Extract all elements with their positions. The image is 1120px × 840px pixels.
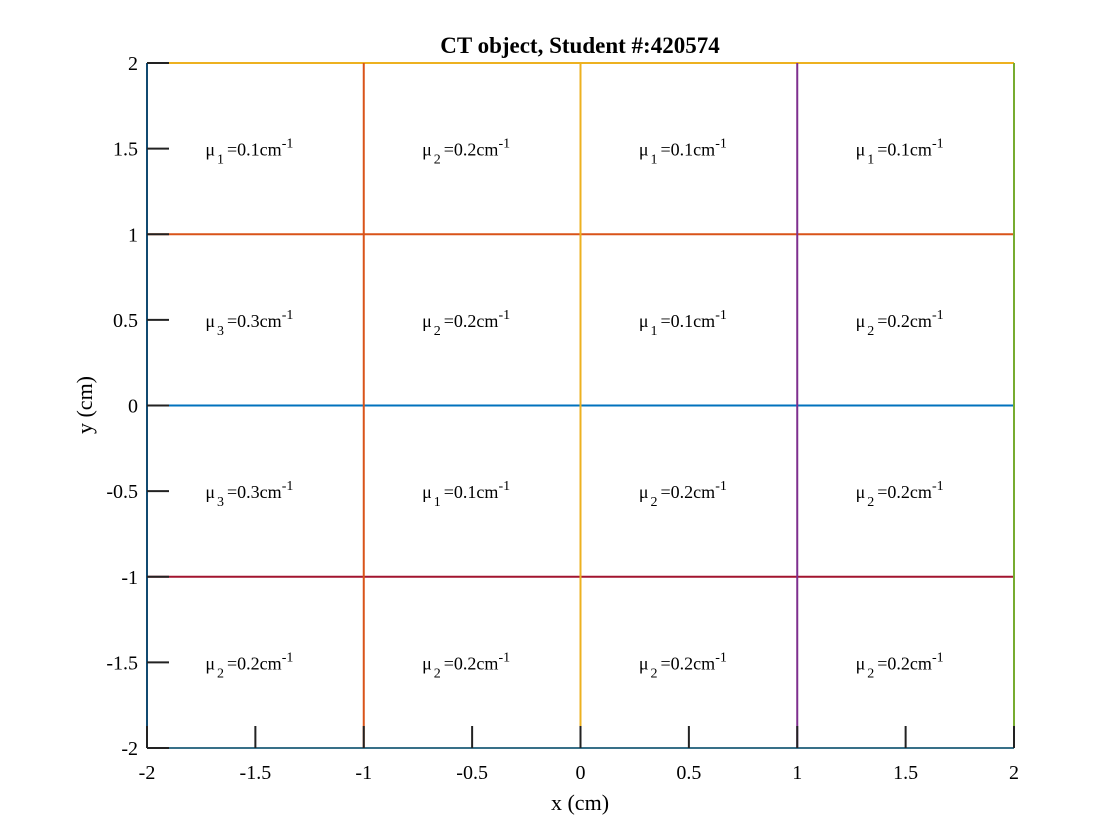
cell-attenuation-label: μ1=0.1cm-1 xyxy=(856,137,944,168)
cell-attenuation-label: μ3=0.3cm-1 xyxy=(205,308,293,339)
cell-attenuation-label: μ2=0.2cm-1 xyxy=(856,308,944,339)
x-tick-label: 0.5 xyxy=(676,762,701,784)
y-axis-label: y (cm) xyxy=(72,376,97,434)
cell-attenuation-label: μ1=0.1cm-1 xyxy=(205,137,293,168)
x-axis: -2 -1.5 -1 -0.5 0 0.5 1 1.5 2 xyxy=(139,726,1019,784)
chart-title: CT object, Student #:420574 xyxy=(440,33,720,58)
cell-attenuation-label: μ1=0.1cm-1 xyxy=(422,479,510,510)
cell-attenuation-label: μ2=0.2cm-1 xyxy=(856,479,944,510)
cell-attenuation-label: μ1=0.1cm-1 xyxy=(639,137,727,168)
x-tick-label: 1 xyxy=(792,762,802,784)
cell-attenuation-label: μ2=0.2cm-1 xyxy=(856,650,944,681)
x-axis-label: x (cm) xyxy=(551,790,609,815)
y-tick-label: -1 xyxy=(121,567,138,589)
x-tick-label: 1.5 xyxy=(893,762,918,784)
cell-attenuation-label: μ2=0.2cm-1 xyxy=(422,308,510,339)
x-tick-label: -1.5 xyxy=(240,762,272,784)
y-tick-label: 2 xyxy=(128,53,138,75)
y-axis: -2 -1.5 -1 -0.5 0 0.5 1 1.5 2 xyxy=(106,53,169,760)
cell-attenuation-label: μ2=0.2cm-1 xyxy=(639,479,727,510)
x-tick-label: 0 xyxy=(576,762,586,784)
y-tick-label: 0 xyxy=(128,396,138,418)
plot-area xyxy=(146,62,1015,749)
cell-attenuation-label: μ2=0.2cm-1 xyxy=(205,650,293,681)
x-tick-label: -1 xyxy=(355,762,372,784)
cell-attenuation-label: μ2=0.2cm-1 xyxy=(639,650,727,681)
cell-attenuation-label: μ3=0.3cm-1 xyxy=(205,479,293,510)
cell-labels: μ1=0.1cm-1 μ2=0.2cm-1 μ1=0.1cm-1 μ1=0.1cm-1… xyxy=(205,137,943,682)
cell-attenuation-label: μ2=0.2cm-1 xyxy=(422,137,510,168)
y-tick-label: -2 xyxy=(121,738,138,760)
cell-attenuation-label: μ2=0.2cm-1 xyxy=(422,650,510,681)
y-tick-label: 1 xyxy=(128,224,138,246)
y-tick-label: 1.5 xyxy=(113,139,138,161)
y-tick-label: -1.5 xyxy=(106,652,138,674)
x-tick-label: -2 xyxy=(139,762,156,784)
x-tick-label: 2 xyxy=(1009,762,1019,784)
y-tick-label: 0.5 xyxy=(113,310,138,332)
y-tick-label: -0.5 xyxy=(106,481,138,503)
cell-attenuation-label: μ1=0.1cm-1 xyxy=(639,308,727,339)
x-tick-label: -0.5 xyxy=(456,762,488,784)
